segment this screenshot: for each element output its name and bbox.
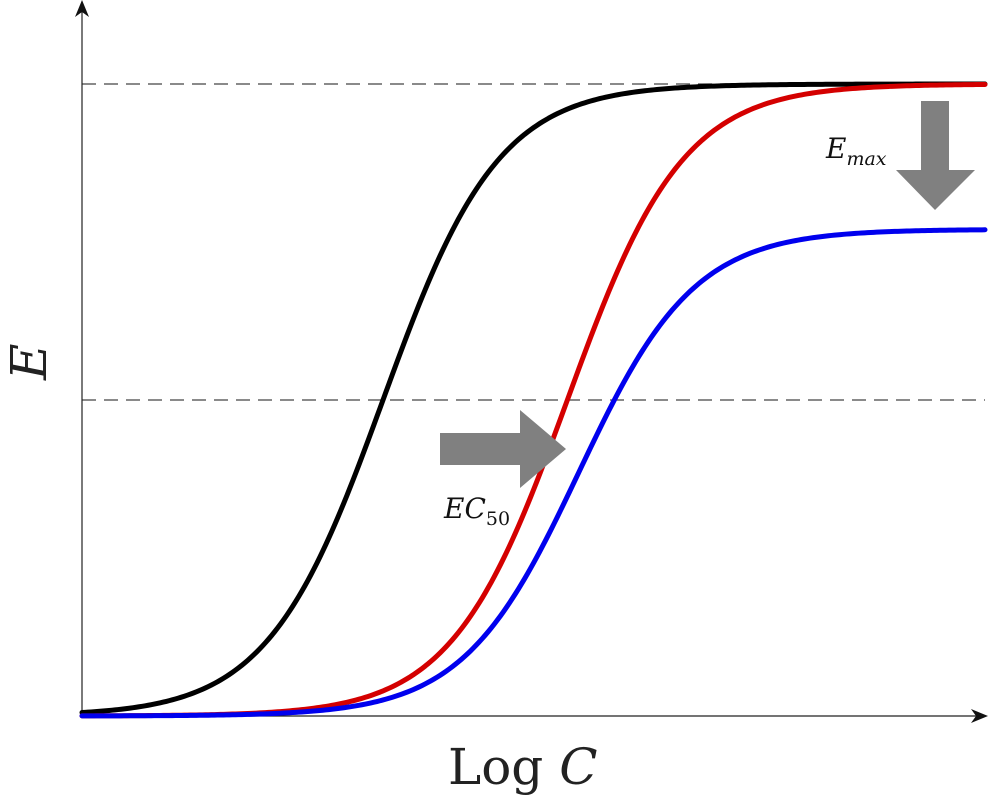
annotations: EC50 Emax: [440, 101, 975, 530]
emax-label: Emax: [825, 132, 887, 170]
series-curve-1: [79, 81, 988, 716]
y-axis-label: E: [0, 344, 58, 382]
series-curve-3: [79, 227, 988, 719]
axes: [75, 0, 988, 723]
ec50-label: EC50: [443, 492, 510, 530]
emax-shift-arrow: [896, 101, 975, 210]
ec50-shift-arrow: [440, 410, 566, 488]
x-axis-arrowhead: [971, 709, 988, 723]
x-axis-label: Log C: [448, 738, 597, 796]
series-curves: [79, 81, 988, 719]
reference-lines: [82, 83, 985, 401]
y-axis-arrowhead: [75, 0, 89, 17]
